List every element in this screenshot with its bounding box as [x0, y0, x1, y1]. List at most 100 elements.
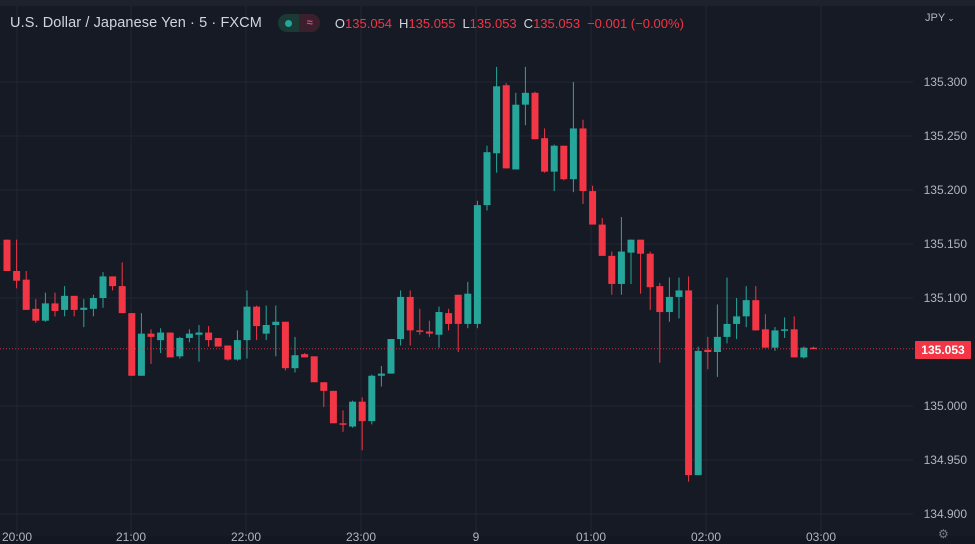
currency-selector[interactable]: JPY ⌄	[925, 12, 955, 24]
candle-up	[800, 347, 808, 358]
candle-up	[694, 350, 702, 476]
candle-down	[560, 145, 568, 180]
candle-down	[281, 321, 289, 369]
candle-down	[205, 332, 213, 341]
candle-down	[51, 303, 59, 311]
candle-down	[646, 253, 654, 288]
last-price-tag: 135.053	[915, 341, 971, 359]
candle-up	[368, 375, 376, 422]
candle-down	[406, 296, 414, 331]
candle-up	[569, 128, 577, 180]
candle-down	[598, 224, 606, 256]
price-axis-label: 134.900	[923, 507, 967, 521]
candle-up	[733, 316, 741, 324]
candle-up	[493, 86, 501, 154]
time-axis-label: 22:00	[230, 530, 262, 544]
candle-up	[512, 104, 520, 170]
candle-down	[320, 382, 328, 391]
candle-up	[483, 152, 491, 206]
candle-down	[416, 330, 424, 332]
time-axis-label: 03:00	[805, 530, 837, 544]
open-value: 135.054	[345, 15, 393, 31]
candle-up	[262, 325, 270, 334]
candle-down	[425, 331, 433, 334]
candle-up	[771, 330, 779, 348]
candle-down	[637, 239, 645, 254]
candle-up	[723, 323, 731, 337]
candle-up	[233, 340, 241, 360]
open-label: O	[334, 15, 346, 31]
candle-down	[685, 290, 693, 476]
candle-down	[224, 345, 232, 360]
candle-up	[349, 401, 357, 427]
candle-down	[310, 356, 318, 383]
price-axis-label: 135.100	[923, 291, 967, 305]
candle-up	[272, 321, 280, 325]
market-open-dot-icon	[285, 19, 293, 27]
candle-up	[665, 296, 673, 313]
candle-down	[454, 294, 462, 324]
candle-up	[550, 145, 558, 172]
close-label: C	[523, 15, 534, 31]
candle-up	[99, 276, 107, 298]
candle-down	[329, 390, 337, 424]
candle-down	[147, 333, 155, 337]
close-value: 135.053	[533, 15, 581, 31]
candle-down	[656, 286, 664, 313]
market-status-pill[interactable]: ≈	[277, 14, 320, 32]
candle-down	[118, 286, 126, 314]
chart-legend: U.S. Dollar / Japanese Yen · 5 · FXCM ≈ …	[10, 12, 684, 34]
candle-down	[3, 239, 11, 271]
candle-up	[243, 306, 251, 341]
candle-down	[22, 279, 30, 310]
candle-up	[617, 251, 625, 284]
gear-icon[interactable]: ⚙	[938, 527, 949, 541]
candle-down	[301, 354, 309, 358]
symbol-title[interactable]: U.S. Dollar / Japanese Yen · 5 · FXCM	[10, 15, 262, 31]
price-axis-label: 135.200	[923, 183, 967, 197]
candle-up	[713, 336, 721, 352]
candle-up	[473, 205, 481, 324]
candle-down	[608, 255, 616, 284]
time-axis-label: 01:00	[575, 530, 607, 544]
price-axis[interactable]: 135.300 135.250 135.200 135.150 135.100 135.0…	[913, 0, 975, 536]
candle-up	[397, 296, 405, 340]
candle-up	[157, 332, 165, 341]
high-value: 135.055	[408, 15, 456, 31]
candle-down	[761, 329, 769, 348]
waves-icon: ≈	[306, 16, 313, 29]
candle-down	[445, 313, 453, 324]
price-axis-label: 135.000	[923, 399, 967, 413]
candle-up	[195, 332, 203, 335]
candle-up	[675, 290, 683, 297]
candle-up	[464, 293, 472, 324]
time-axis-label: 9	[472, 530, 480, 544]
candle-up	[137, 333, 145, 376]
candle-down	[109, 276, 117, 287]
candle-down	[752, 300, 760, 331]
candle-down	[339, 423, 347, 425]
price-axis-label: 134.950	[923, 453, 967, 467]
candle-down	[790, 329, 798, 358]
candle-up	[742, 300, 750, 317]
low-label: L	[462, 15, 470, 31]
price-axis-label: 135.250	[923, 129, 967, 143]
candle-up	[627, 239, 635, 253]
candle-down	[531, 92, 539, 140]
time-axis-label: 20:00	[1, 530, 33, 544]
candle-down	[541, 138, 549, 172]
top-border	[0, 0, 975, 6]
candle-up	[377, 373, 385, 376]
change-value: −0.001 (−0.00%)	[587, 15, 684, 31]
candle-down	[704, 349, 712, 352]
candle-up	[89, 298, 97, 309]
candle-up	[80, 307, 88, 310]
time-axis-label: 23:00	[345, 530, 377, 544]
ohlc-values: O135.054 H135.055 L135.053 C135.053 −0.0…	[335, 16, 684, 31]
candle-up	[176, 337, 184, 357]
time-axis-label: 21:00	[115, 530, 147, 544]
price-axis-label: 135.150	[923, 237, 967, 251]
candle-down	[128, 313, 136, 376]
